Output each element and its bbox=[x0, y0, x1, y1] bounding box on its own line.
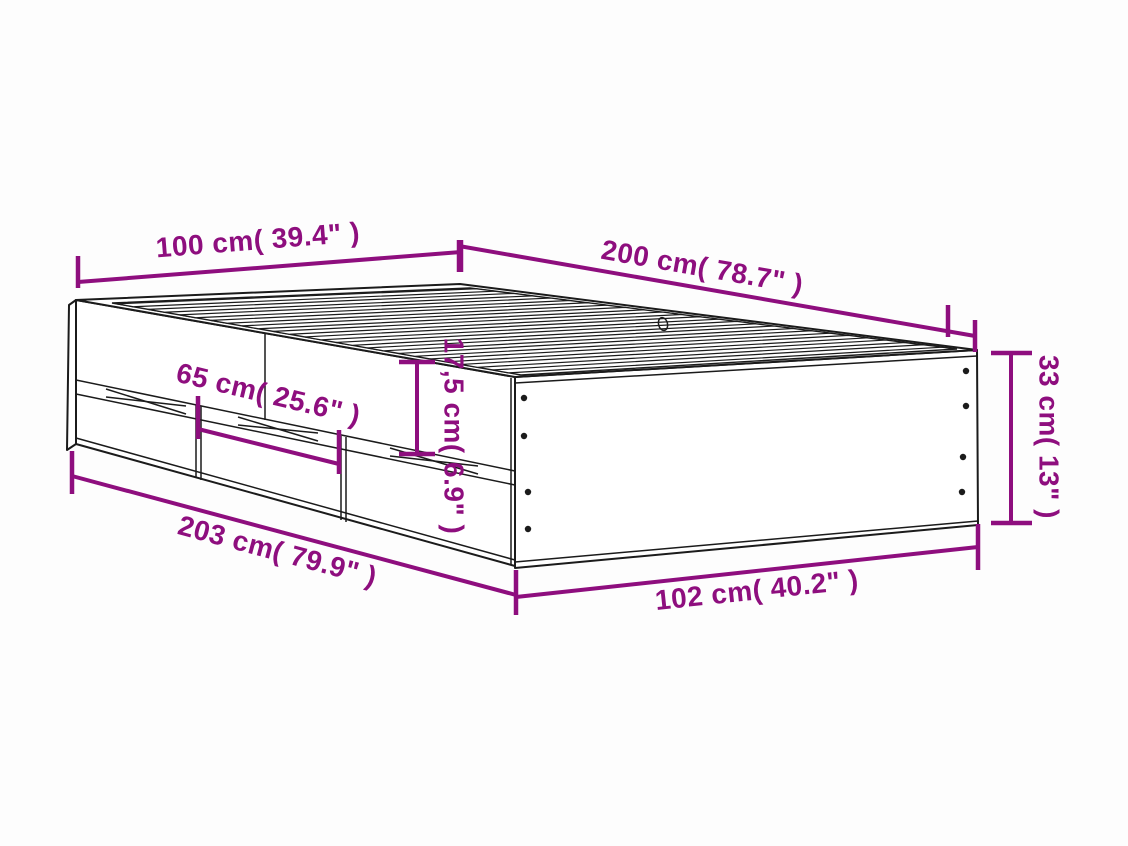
deck-hole bbox=[657, 316, 669, 332]
bed-frame bbox=[66, 283, 979, 569]
dimension-side-height: 33 cm( 13" ) bbox=[991, 350, 1065, 526]
screw-dot bbox=[958, 488, 966, 496]
slat bbox=[179, 297, 570, 319]
detail-line bbox=[75, 393, 516, 486]
detail-line bbox=[237, 424, 319, 434]
detail-line bbox=[389, 455, 479, 467]
dimension-line bbox=[515, 545, 979, 599]
dimension-label-head-width: 100 cm( 39.4" ) bbox=[155, 216, 361, 263]
dimension-line bbox=[77, 250, 462, 284]
screw-dot bbox=[959, 453, 967, 461]
slat bbox=[492, 344, 943, 374]
head-panel bbox=[66, 299, 77, 451]
screw-dot bbox=[520, 394, 528, 402]
dimension-drawer-front-height: 17,5 cm( 6.9" ) bbox=[399, 338, 470, 535]
screws bbox=[520, 367, 970, 533]
slat bbox=[335, 320, 757, 346]
screw-dot bbox=[524, 488, 532, 496]
slat bbox=[367, 325, 794, 352]
slats bbox=[116, 288, 943, 374]
slat bbox=[304, 316, 719, 341]
detail-line bbox=[75, 437, 516, 561]
detail-line bbox=[75, 379, 516, 472]
slat bbox=[398, 330, 831, 357]
panel-details bbox=[75, 333, 979, 565]
slat bbox=[273, 311, 682, 335]
slat bbox=[460, 339, 906, 368]
dimension-head-width: 100 cm( 39.4" ) bbox=[75, 216, 464, 288]
dimension-label-drawer-front-height: 17,5 cm( 6.9" ) bbox=[439, 338, 470, 535]
slat bbox=[116, 288, 496, 308]
dimension-label-side-height: 33 cm( 13" ) bbox=[1034, 355, 1065, 519]
screw-dot bbox=[524, 525, 532, 533]
slat bbox=[210, 302, 608, 324]
detail-line bbox=[105, 396, 187, 407]
dimension-line bbox=[71, 474, 517, 597]
detail-line bbox=[514, 520, 979, 563]
dimension-line bbox=[458, 244, 976, 338]
detail-line bbox=[514, 355, 978, 384]
foot-panel bbox=[514, 349, 979, 569]
slat bbox=[148, 292, 533, 313]
slat bbox=[429, 334, 868, 363]
screw-dot bbox=[962, 402, 970, 410]
screw-dot bbox=[520, 432, 528, 440]
dimension-line bbox=[197, 427, 340, 466]
slat bbox=[241, 306, 645, 330]
screw-dot bbox=[962, 367, 970, 375]
